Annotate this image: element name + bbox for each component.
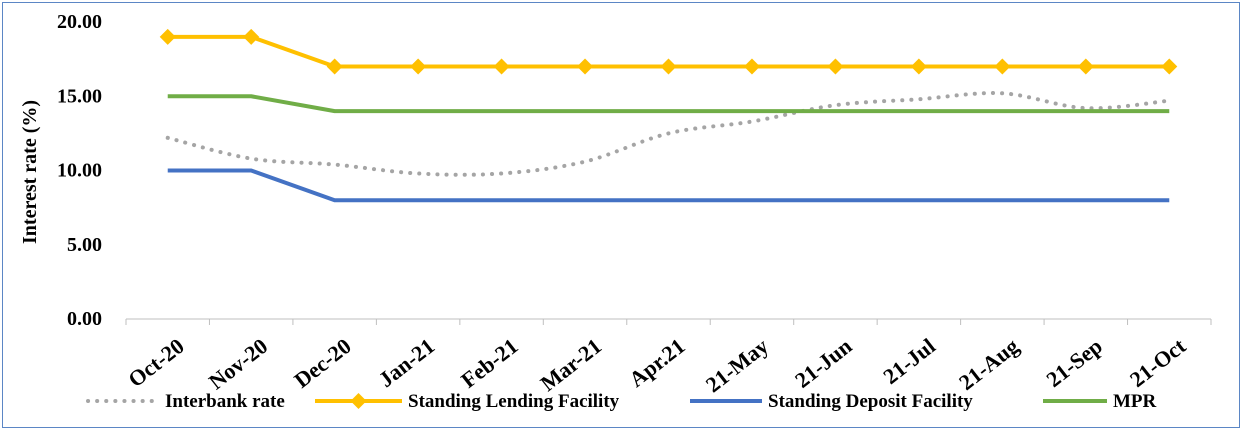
x-tick-label: Dec-20 [289,333,355,393]
x-tick-label: 21-Jun [790,333,856,393]
y-tick-label: 15.00 [57,85,102,107]
data-point-marker [159,28,176,45]
series-line-2 [167,168,1170,203]
axes: 0.00 5.00 10.00 15.00 20.00 [57,11,1212,330]
data-point-marker [410,58,427,75]
data-point-marker [910,58,927,75]
legend: Interbank rate Standing Lending Facility S… [86,391,1157,412]
legend-marker [350,393,367,409]
legend-label: MPR [1113,391,1157,412]
x-tick-label: Jan-21 [374,333,439,392]
x-tick-label: 21-May [701,333,773,397]
data-point-marker [326,58,343,75]
legend-label: Standing Deposit Facility [768,391,973,412]
data-point-marker [660,58,677,75]
data-point-marker [243,28,260,45]
data-point-marker [577,58,594,75]
x-tick-label: Oct-20 [123,333,188,392]
data-point-marker [1161,58,1178,75]
series-layer [159,28,1178,203]
y-tick-label: 20.00 [57,11,102,33]
data-point-marker [994,58,1011,75]
data-point-marker [827,58,844,75]
x-tick-label: Apr.21 [624,333,689,392]
x-tick-label: 21-Sep [1041,333,1106,392]
y-tick-label: 0.00 [67,308,102,330]
x-tick-label: Mar-21 [536,333,607,396]
x-tick-label: 21-Jul [878,333,940,389]
data-point-marker [493,58,510,75]
y-tick-label: 10.00 [57,160,102,182]
x-tick-labels: Oct-20 Nov-20 Dec-20 Jan-21 Feb-21 Mar-21 Apr.… [123,333,1191,397]
data-point-marker [1077,58,1094,75]
legend-label: Standing Lending Facility [408,391,620,412]
x-tick-label: Feb-21 [456,333,522,393]
data-point-marker [743,58,760,75]
series-line-3 [167,94,1170,114]
legend-label: Interbank rate [165,391,285,412]
y-tick-label: 5.00 [67,234,102,256]
series-line-0 [165,91,1172,177]
x-tick-label: 21-Aug [954,333,1023,395]
x-tick-label: 21-Oct [1125,333,1191,392]
y-axis-label: Interest rate (%) [19,100,41,244]
x-tick-label: Nov-20 [204,333,272,394]
